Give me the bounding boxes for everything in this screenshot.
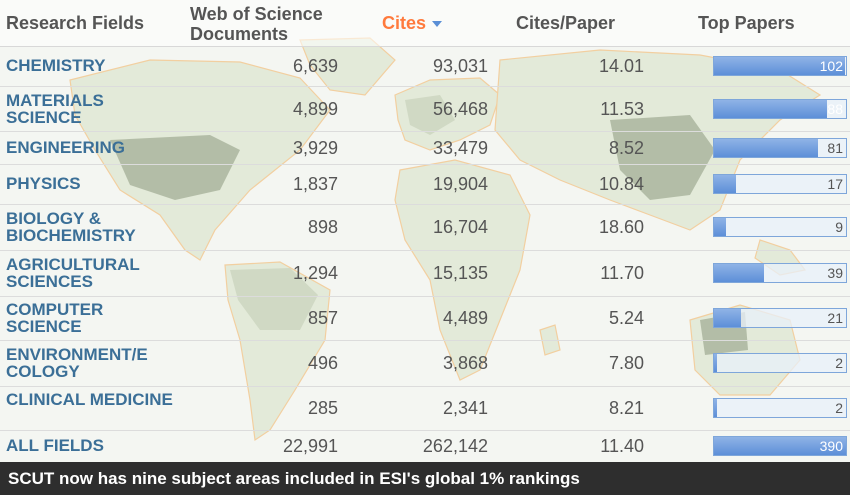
cites-per-paper-value: 11.70 — [600, 263, 644, 283]
field-name[interactable]: MATERIALS SCIENCE — [6, 90, 104, 127]
top-papers-value: 39 — [827, 265, 843, 281]
top-papers-bar-fill — [714, 175, 736, 193]
top-papers-bar-fill — [714, 399, 717, 417]
field-name[interactable]: COMPUTER SCIENCE — [6, 300, 104, 336]
cites-value: 19,904 — [432, 174, 488, 194]
documents-value: 898 — [307, 217, 338, 237]
field-name[interactable]: ALL FIELDS — [6, 436, 104, 455]
field-name[interactable]: PHYSICS — [6, 174, 81, 193]
cites-per-paper-value: 7.80 — [608, 353, 644, 373]
cites-per-paper-value: 10.84 — [598, 174, 644, 194]
top-papers-bar: 9 — [713, 217, 847, 237]
header-top-papers[interactable]: Top Papers — [698, 13, 795, 33]
field-name[interactable]: ENGINEERING — [6, 137, 126, 157]
header-cites[interactable]: Cites — [382, 13, 443, 33]
top-papers-bar: 390 — [713, 436, 847, 456]
cites-value: 15,135 — [432, 263, 488, 283]
header-cites-label: Cites — [382, 13, 427, 33]
cites-per-paper-value: 5.24 — [608, 308, 644, 328]
cites-per-paper-value: 11.53 — [600, 98, 644, 119]
table-row[interactable]: CLINICAL MEDICINE 285 2,341 8.21 2 — [0, 386, 850, 431]
top-papers-value: 9 — [835, 219, 843, 235]
table-row[interactable]: MATERIALS SCIENCE 4,899 56,468 11.53 88 — [0, 86, 850, 132]
top-papers-bar-fill — [714, 354, 717, 372]
top-papers-bar-fill — [714, 99, 828, 118]
table-row[interactable]: CHEMISTRY 6,639 93,031 14.01 102 — [0, 46, 850, 87]
documents-value: 4,899 — [292, 98, 338, 119]
table-row[interactable]: ALL FIELDS 22,991 262,142 11.40 390 — [0, 430, 850, 463]
cites-value: 33,479 — [432, 137, 488, 158]
table-row[interactable]: BIOLOGY & BIOCHEMISTRY 898 16,704 18.60 9 — [0, 204, 850, 251]
cites-per-paper-value: 8.21 — [608, 398, 644, 418]
field-name[interactable]: CLINICAL MEDICINE — [6, 390, 173, 409]
cites-value: 3,868 — [442, 353, 488, 373]
rankings-table: Research Fields Web of Science Documents… — [0, 0, 850, 463]
field-name[interactable]: AGRICULTURAL SCIENCES — [6, 255, 140, 291]
top-papers-value: 2 — [835, 355, 843, 371]
top-papers-bar-fill — [714, 57, 846, 75]
documents-value: 1,294 — [292, 263, 338, 283]
top-papers-bar: 2 — [713, 398, 847, 418]
top-papers-value: 102 — [819, 58, 843, 74]
top-papers-bar-fill — [714, 264, 765, 282]
top-papers-bar: 21 — [713, 308, 847, 328]
top-papers-value: 81 — [827, 139, 843, 156]
top-papers-bar-fill — [714, 437, 846, 455]
table-row[interactable]: PHYSICS 1,837 19,904 10.84 17 — [0, 164, 850, 205]
top-papers-bar: 2 — [713, 353, 847, 373]
cites-per-paper-value: 18.60 — [598, 217, 644, 237]
top-papers-value: 21 — [827, 310, 843, 326]
field-name[interactable]: CHEMISTRY — [6, 56, 106, 75]
documents-value: 6,639 — [292, 56, 338, 76]
world-map-icon — [69, 37, 822, 442]
table-row[interactable]: ENVIRONMENT/E COLOGY 496 3,868 7.80 2 — [0, 340, 850, 387]
top-papers-bar-fill — [714, 218, 726, 236]
cites-value: 16,704 — [432, 217, 488, 237]
documents-value: 1,837 — [292, 174, 338, 194]
cites-value: 4,489 — [442, 308, 488, 328]
cites-per-paper-value: 11.40 — [600, 436, 644, 456]
table-row[interactable]: AGRICULTURAL SCIENCES 1,294 15,135 11.70 39 — [0, 250, 850, 297]
top-papers-value: 17 — [827, 176, 843, 192]
top-papers-bar-fill — [714, 138, 819, 157]
field-name[interactable]: ENVIRONMENT/E COLOGY — [6, 345, 148, 381]
cites-value: 56,468 — [432, 98, 488, 119]
cites-per-paper-value: 14.01 — [598, 56, 644, 76]
documents-value: 3,929 — [292, 137, 338, 158]
table-row[interactable]: COMPUTER SCIENCE 857 4,489 5.24 21 — [0, 296, 850, 341]
top-papers-bar-fill — [714, 309, 741, 327]
top-papers-value: 88 — [827, 100, 843, 117]
cites-value: 2,341 — [442, 398, 488, 418]
cites-value: 262,142 — [422, 436, 488, 456]
header-research-fields[interactable]: Research Fields — [6, 13, 145, 33]
top-papers-bar: 102 — [713, 56, 847, 76]
top-papers-bar: 39 — [713, 263, 847, 283]
sort-descending-icon — [432, 21, 443, 28]
top-papers-bar: 17 — [713, 174, 847, 194]
header-documents[interactable]: Web of Science Documents — [190, 4, 323, 44]
table-row[interactable]: ENGINEERING 3,929 33,479 8.52 81 — [0, 131, 850, 165]
documents-value: 285 — [307, 398, 338, 418]
header-cites-per-paper[interactable]: Cites/Paper — [516, 13, 616, 33]
documents-value: 496 — [307, 353, 338, 373]
field-name[interactable]: BIOLOGY & BIOCHEMISTRY — [6, 209, 136, 245]
documents-value: 857 — [307, 308, 338, 328]
cites-per-paper-value: 8.52 — [608, 137, 644, 158]
documents-value: 22,991 — [282, 436, 338, 456]
top-papers-bar: 81 — [713, 137, 847, 158]
top-papers-bar: 88 — [713, 98, 847, 119]
top-papers-value: 2 — [835, 400, 843, 416]
top-papers-value: 390 — [819, 438, 843, 454]
caption-bar: SCUT now has nine subject areas included… — [0, 462, 850, 495]
cites-value: 93,031 — [432, 56, 488, 76]
table-header: Research Fields Web of Science Documents… — [0, 0, 850, 47]
